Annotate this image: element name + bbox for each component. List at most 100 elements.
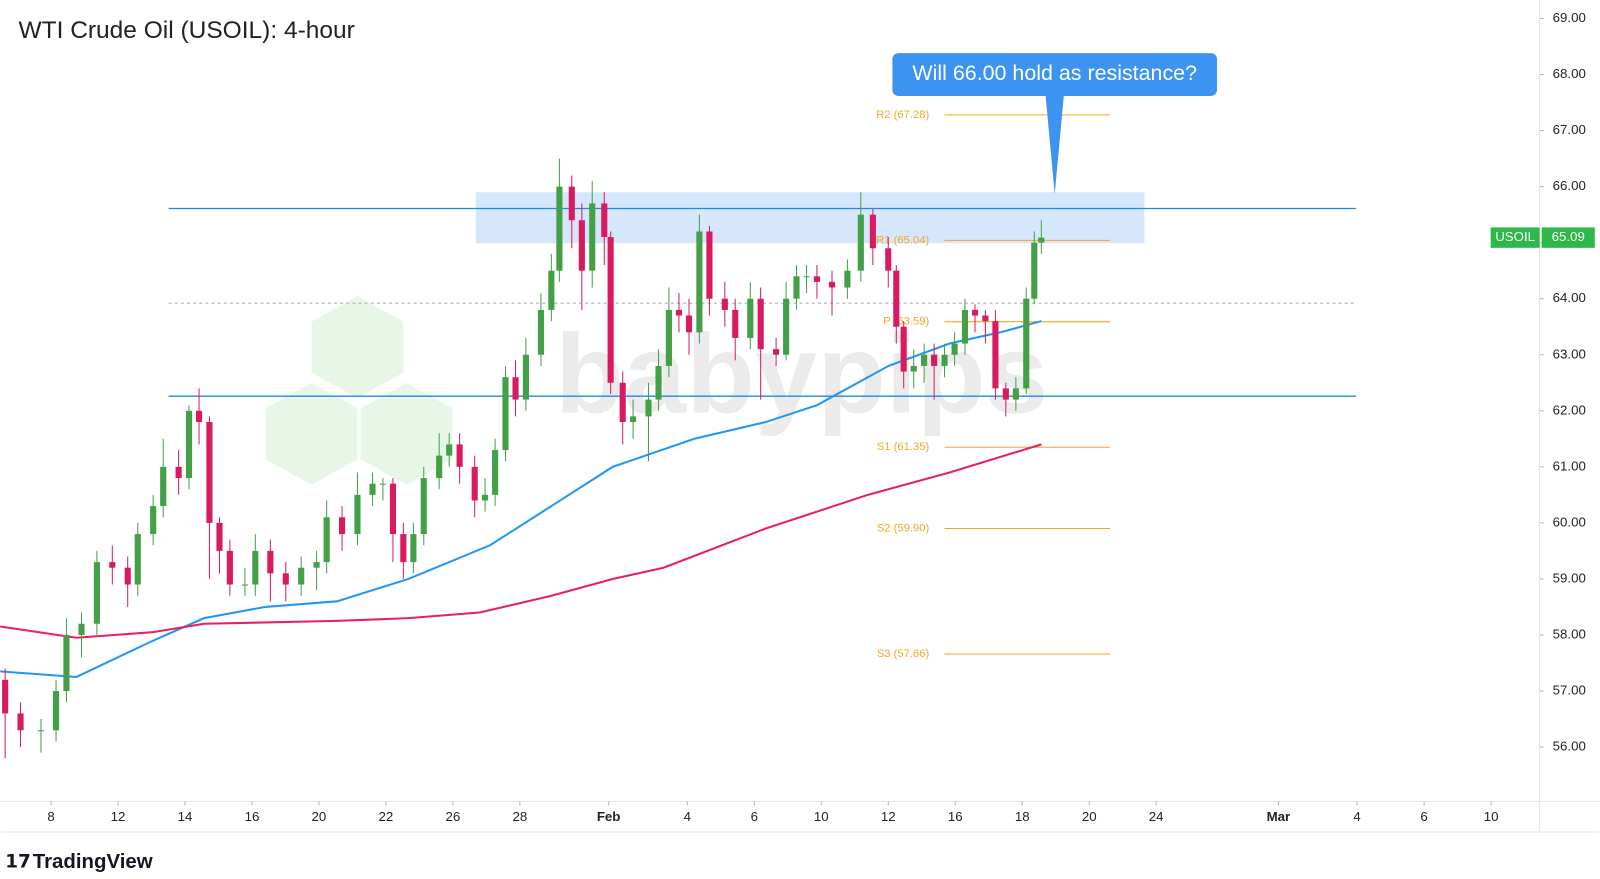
x-tick-label: 6 bbox=[1420, 809, 1427, 824]
x-tick-label: 12 bbox=[111, 809, 126, 824]
candle-body bbox=[481, 494, 489, 501]
pivot-label: S1 (61.35) bbox=[877, 441, 930, 453]
candle-body bbox=[124, 567, 131, 585]
candle-body bbox=[37, 730, 45, 732]
candle-body bbox=[436, 455, 443, 479]
candle-body bbox=[492, 450, 499, 495]
x-tick-label: 18 bbox=[1015, 809, 1030, 824]
candle-body bbox=[252, 550, 259, 585]
candle-body bbox=[313, 562, 320, 568]
candle-body bbox=[885, 248, 892, 271]
candle-body bbox=[665, 309, 672, 366]
candle-body bbox=[721, 298, 728, 310]
candle-body bbox=[323, 517, 330, 563]
candle-body bbox=[512, 377, 519, 400]
candle-body bbox=[982, 315, 989, 322]
candle-body bbox=[921, 354, 928, 366]
chart-title: WTI Crude Oil (USOIL): 4-hour bbox=[18, 17, 354, 44]
x-tick-label: 14 bbox=[178, 809, 193, 824]
candle-body bbox=[52, 691, 60, 731]
y-tick-label: 61.00 bbox=[1553, 458, 1586, 473]
annotation: Will 66.00 hold as resistance? bbox=[892, 53, 1218, 194]
candle-body bbox=[951, 343, 958, 355]
annotation-box bbox=[892, 53, 1218, 96]
x-tick-label: 20 bbox=[312, 809, 327, 824]
candle-body bbox=[893, 270, 900, 327]
candle-body bbox=[63, 634, 70, 692]
price-tag bbox=[1541, 227, 1595, 248]
watermark: babypips bbox=[555, 310, 1048, 436]
candle-body bbox=[757, 298, 764, 350]
candle-body bbox=[338, 517, 346, 535]
candle-body bbox=[150, 506, 157, 535]
x-tick-label: 20 bbox=[1082, 809, 1097, 824]
candle-body bbox=[910, 365, 917, 372]
candle-body bbox=[206, 422, 213, 523]
pivot-label: R2 (67.28) bbox=[876, 109, 929, 121]
x-tick-label: 24 bbox=[1149, 809, 1164, 824]
pivot-label: S3 (57.66) bbox=[877, 648, 930, 660]
candle-body bbox=[216, 522, 223, 551]
candle-body bbox=[961, 309, 969, 344]
candle-body bbox=[502, 377, 509, 451]
y-tick-label: 60.00 bbox=[1553, 514, 1586, 529]
candle-body bbox=[160, 466, 167, 507]
watermark-logo bbox=[265, 296, 453, 485]
candle-body bbox=[568, 186, 575, 221]
x-tick-label: 26 bbox=[446, 809, 461, 824]
x-tick-label: 4 bbox=[684, 809, 691, 824]
candle-body bbox=[389, 483, 397, 535]
y-tick-label: 66.00 bbox=[1553, 178, 1586, 193]
candle-body bbox=[857, 214, 864, 271]
candle-body bbox=[992, 321, 999, 389]
logo: 𝟭𝟳 TradingView bbox=[5, 851, 153, 874]
logo-mark: 𝟭𝟳 bbox=[5, 851, 31, 872]
candle-body bbox=[1023, 298, 1030, 389]
candle-body bbox=[400, 534, 407, 563]
candle-body bbox=[109, 562, 116, 568]
y-tick-label: 64.00 bbox=[1553, 290, 1586, 305]
candle-body bbox=[931, 354, 938, 366]
resistance-zone bbox=[475, 192, 1145, 244]
candle-body bbox=[601, 203, 608, 238]
pivot-label: P (63.59) bbox=[883, 316, 929, 328]
candle-body bbox=[2, 679, 9, 714]
pivot-label: R1 (65.04) bbox=[876, 234, 929, 246]
y-tick-label: 58.00 bbox=[1553, 626, 1586, 641]
candle-body bbox=[696, 231, 703, 333]
y-tick-label: 69.00 bbox=[1553, 10, 1586, 25]
x-tick-label: 4 bbox=[1353, 809, 1360, 824]
candle-body bbox=[630, 416, 637, 423]
x-tick-label: 16 bbox=[245, 809, 260, 824]
candle-body bbox=[78, 623, 85, 635]
annotation-pointer bbox=[1045, 94, 1064, 194]
candle-body bbox=[446, 444, 453, 456]
y-tick-label: 56.00 bbox=[1553, 739, 1586, 754]
annotation-text: Will 66.00 hold as resistance? bbox=[912, 61, 1197, 85]
candle-body bbox=[420, 478, 427, 535]
candle-body bbox=[522, 354, 529, 400]
x-tick-label: 12 bbox=[881, 809, 896, 824]
candle-body bbox=[1012, 388, 1019, 400]
candle-body bbox=[556, 186, 563, 271]
logo-text: TradingView bbox=[33, 851, 153, 873]
moving-average bbox=[0, 443, 1042, 639]
candle-body bbox=[17, 713, 24, 731]
candle-body bbox=[685, 315, 693, 333]
x-tick-label: 10 bbox=[814, 809, 829, 824]
candle-body bbox=[803, 276, 810, 278]
x-tick-label: 10 bbox=[1484, 809, 1499, 824]
candle-body bbox=[456, 444, 463, 467]
candle-body bbox=[241, 584, 248, 586]
candle-body bbox=[732, 309, 739, 338]
candle-body bbox=[134, 534, 141, 585]
price-label: 65.09 bbox=[1552, 229, 1585, 244]
candle-body bbox=[645, 399, 652, 417]
candle-body bbox=[783, 298, 790, 355]
y-tick-label: 62.00 bbox=[1553, 402, 1586, 417]
x-tick-label: 16 bbox=[948, 809, 963, 824]
x-tick-label: 22 bbox=[379, 809, 394, 824]
candle-body bbox=[793, 276, 800, 299]
candle-body bbox=[354, 494, 361, 535]
